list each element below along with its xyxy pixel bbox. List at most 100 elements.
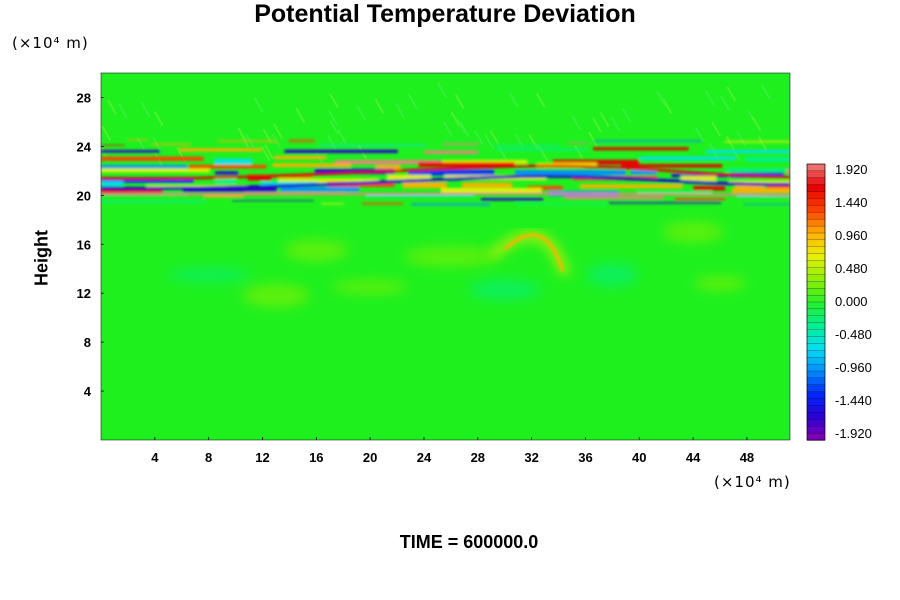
wave-streak <box>454 94 465 110</box>
band-streak <box>579 184 683 189</box>
x-axis-ticks: 4 8 12 16 20 24 28 32 36 40 44 48 <box>151 437 754 465</box>
wave-streak <box>107 99 118 115</box>
band-streak <box>630 170 657 175</box>
x-tick-label: 44 <box>686 450 701 465</box>
time-label: TIME = 600000.0 <box>399 532 539 552</box>
colorbar-label: 1.440 <box>835 195 868 210</box>
band-streak <box>101 144 125 147</box>
wave-streak <box>237 127 248 143</box>
wave-streak <box>450 112 461 127</box>
band-streak <box>594 139 702 143</box>
colorbar-swatch <box>806 274 826 282</box>
band-streak <box>725 168 790 172</box>
wave-streak <box>599 112 610 128</box>
band-streak <box>424 150 478 154</box>
swirl <box>332 280 408 295</box>
band-streak <box>680 175 717 182</box>
band-streak <box>101 156 204 161</box>
band-streak <box>693 186 726 191</box>
colorbar-swatch <box>806 301 826 310</box>
band-streak <box>527 185 563 190</box>
swirl <box>662 221 724 243</box>
wave-streak <box>374 98 385 114</box>
colorbar-swatch <box>806 225 826 234</box>
x-tick-label: 16 <box>309 450 323 465</box>
plume-core <box>503 233 565 272</box>
wave-streak <box>329 93 339 109</box>
wave-streak <box>437 82 447 98</box>
x-tick-label: 20 <box>363 450 377 465</box>
band-streak <box>217 139 278 143</box>
colorbar-swatch <box>806 322 826 331</box>
band-streak <box>101 177 194 183</box>
colorbar-label: 0.480 <box>835 261 868 276</box>
y-tick-label: 16 <box>77 237 91 252</box>
band-streak <box>593 147 689 151</box>
wave-streak <box>760 84 771 100</box>
wave-streak <box>508 92 519 108</box>
swirl <box>284 239 349 262</box>
band-streak <box>288 139 315 143</box>
wave-streak <box>153 110 164 126</box>
colorbar-swatch <box>806 308 826 317</box>
band-streak <box>639 156 737 161</box>
colorbar-swatch <box>806 426 826 434</box>
colorbar-swatch <box>806 294 826 303</box>
wave-streak <box>571 115 582 131</box>
wave-streak <box>407 94 418 110</box>
band-streak <box>728 180 790 185</box>
band-streak <box>674 198 725 201</box>
colorbar-swatch <box>806 419 826 427</box>
wave-streak <box>656 91 667 107</box>
band-streak <box>386 174 431 180</box>
band-streak <box>365 194 475 197</box>
y-tick-label: 8 <box>84 335 91 350</box>
colorbar-swatch <box>806 219 826 227</box>
band-streak <box>188 164 267 169</box>
band-streak <box>671 174 729 178</box>
wave-streak <box>455 117 466 133</box>
band-streak <box>418 162 515 167</box>
band-streak <box>724 140 790 144</box>
band-streak <box>493 144 560 147</box>
band-streak <box>462 182 513 188</box>
band-streak <box>564 196 664 200</box>
wave-streak <box>694 126 705 142</box>
band-streak <box>321 202 345 205</box>
band-streak <box>743 203 790 206</box>
band-streak <box>215 171 239 175</box>
band-streak <box>280 186 359 192</box>
wave-streak <box>329 119 340 135</box>
y-tick-label: 20 <box>77 188 91 203</box>
wave-streak <box>725 135 736 151</box>
colorbar-swatch <box>806 391 826 400</box>
colorbar: 1.920 1.440 0.960 0.480 0.000 -0.480 -0.960 -1.… <box>806 162 872 441</box>
band-streak <box>247 175 272 181</box>
band-streak <box>552 159 639 165</box>
swirl <box>167 268 250 282</box>
band-streak <box>101 164 188 169</box>
colorbar-swatch <box>806 315 826 324</box>
band-streak <box>214 158 252 165</box>
wave-streak <box>587 131 598 147</box>
band-streak <box>637 191 713 195</box>
band-streak <box>744 157 790 162</box>
colorbar-swatch <box>806 370 826 379</box>
colorbar-swatch <box>806 377 826 386</box>
wave-streak <box>273 123 283 139</box>
colorbar-swatch <box>806 198 826 207</box>
band-streak <box>151 143 191 146</box>
wave-streak <box>118 103 128 119</box>
x-tick-label: 4 <box>151 450 159 465</box>
wave-streak <box>327 135 337 151</box>
colorbar-swatch <box>806 191 826 200</box>
wave-streak <box>140 101 151 117</box>
band-streak <box>736 195 790 198</box>
colorbar-swatch <box>806 343 826 351</box>
band-streak <box>232 199 314 202</box>
wave-streak <box>720 95 731 111</box>
plot-frame <box>100 72 791 441</box>
swirl <box>403 246 498 267</box>
colorbar-swatch <box>806 398 826 407</box>
wave-streak <box>484 133 494 149</box>
